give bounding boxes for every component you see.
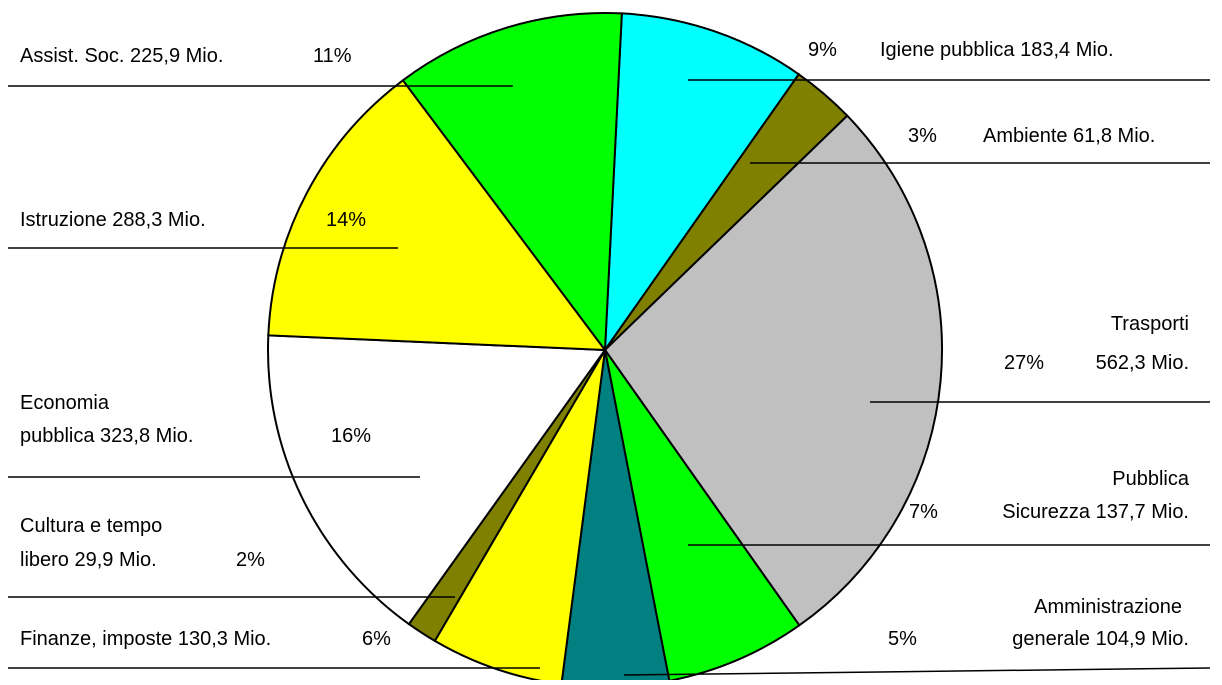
- category-label-finanze: Finanze, imposte 130,3 Mio.: [20, 628, 271, 650]
- percent-label-ambiente: 3%: [908, 125, 937, 147]
- category-label-istruzione: Istruzione 288,3 Mio.: [20, 209, 206, 231]
- pie-slice-istruzione: [267, 78, 608, 352]
- pie-slice-igiene: [603, 12, 801, 354]
- value-label-cultura: libero 29,9 Mio.: [20, 549, 157, 571]
- pie-slice-assistenza: [401, 12, 623, 353]
- value-label-sicurezza: Sicurezza 137,7 Mio.: [1002, 501, 1189, 523]
- value-label-economia: pubblica 323,8 Mio.: [20, 425, 193, 447]
- category-label-trasporti: Trasporti: [1111, 313, 1189, 335]
- pie-slices: [267, 12, 943, 685]
- leader-line-amministrazione: [623, 667, 1211, 676]
- percent-label-trasporti: 27%: [1004, 352, 1044, 374]
- category-label-ambiente: Ambiente 61,8 Mio.: [983, 125, 1155, 147]
- percent-label-cultura: 2%: [236, 549, 265, 571]
- percent-label-istruzione: 14%: [326, 209, 366, 231]
- value-label-trasporti: 562,3 Mio.: [1096, 352, 1189, 374]
- category-label-igiene: Igiene pubblica 183,4 Mio.: [880, 39, 1114, 61]
- leader-lines: [8, 79, 1211, 676]
- value-label-amministrazione: generale 104,9 Mio.: [1012, 628, 1189, 650]
- pie-slice-economia: [267, 334, 607, 626]
- percent-label-igiene: 9%: [808, 39, 837, 61]
- percent-label-amministrazione: 5%: [888, 628, 917, 650]
- slice-labels: 9% Igiene pubblica 183,4 Mio. 3% Ambient…: [20, 39, 1190, 650]
- category-label-economia: Economia: [20, 392, 110, 414]
- category-label-sicurezza: Pubblica: [1112, 468, 1190, 490]
- category-label-cultura: Cultura e tempo: [20, 515, 162, 537]
- category-label-assistenza: Assist. Soc. 225,9 Mio.: [20, 45, 223, 67]
- percent-label-finanze: 6%: [362, 628, 391, 650]
- percent-label-assistenza: 11%: [313, 45, 352, 67]
- percent-label-economia: 16%: [331, 425, 371, 447]
- pie-slice-trasporti: [603, 114, 943, 627]
- percent-label-sicurezza: 7%: [909, 501, 938, 523]
- category-label-amministrazione: Amministrazione: [1034, 596, 1182, 618]
